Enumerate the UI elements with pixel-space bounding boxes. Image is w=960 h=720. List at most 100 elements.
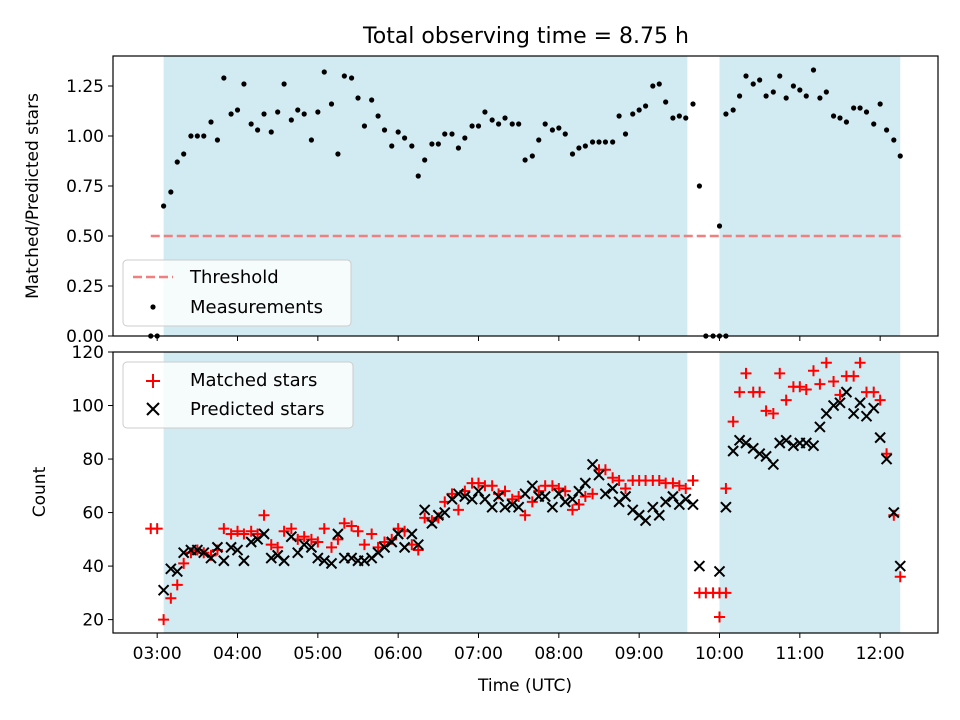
x-tick-label: 10:00	[695, 644, 744, 664]
x-tick-label: 12:00	[856, 644, 905, 664]
predicted-star-point	[586, 458, 599, 471]
y-tick-label: 1.00	[66, 127, 104, 147]
top-y-axis-label: Matched/Predicted stars	[23, 93, 43, 299]
bottom-axes-frame	[112, 351, 939, 634]
y-tick-label: 60	[82, 504, 104, 524]
measurement-point	[241, 81, 247, 87]
predicted-star-point	[432, 509, 445, 521]
predicted-star-point	[787, 439, 800, 452]
matched-star-point	[486, 480, 498, 492]
predicted-star-point	[647, 501, 659, 513]
predicted-star-point	[285, 530, 298, 543]
measurement-point	[750, 81, 756, 87]
measurement-point	[254, 127, 261, 133]
predicted-star-point	[653, 509, 665, 521]
measurement-point	[409, 143, 415, 149]
measurement-point	[596, 139, 602, 145]
predicted-star-point	[639, 514, 652, 527]
matched-star-point	[607, 472, 619, 484]
predicted-star-point	[667, 490, 679, 503]
observing-interval-2	[719, 352, 901, 633]
measurement-point	[770, 89, 776, 95]
matched-star-point	[760, 405, 772, 417]
predicted-star-point	[546, 501, 559, 513]
measurement-point	[837, 115, 843, 121]
measurement-point	[522, 157, 528, 163]
predicted-star-point	[539, 490, 551, 503]
measurement-point	[843, 119, 850, 125]
predicted-star-point	[774, 437, 786, 449]
measurement-point	[549, 127, 556, 133]
measurement-point	[402, 135, 408, 141]
predicted-star-point	[733, 434, 746, 447]
matched-star-point	[446, 488, 458, 500]
predicted-star-point	[720, 501, 732, 513]
measurement-point	[736, 93, 743, 99]
measurement-point	[301, 111, 307, 117]
predicted-star-point	[619, 490, 632, 503]
predicted-star-point	[292, 547, 304, 559]
predicted-star-point	[278, 555, 290, 567]
matched-star-point	[754, 386, 766, 398]
matched-star-point	[848, 370, 860, 382]
measurement-point	[489, 117, 495, 123]
predicted-star-point	[398, 541, 411, 554]
matched-star-point	[285, 523, 297, 535]
measurement-point	[730, 107, 736, 113]
measurement-point	[509, 121, 515, 127]
x-tick-label: 05:00	[293, 644, 342, 664]
matched-star-point	[533, 485, 545, 497]
measurement-point	[810, 67, 817, 73]
measurement-point	[435, 141, 441, 147]
measurement-point	[415, 173, 421, 179]
measurement-point	[475, 123, 482, 129]
measurement-point	[622, 131, 629, 137]
matched-star-point	[499, 485, 511, 497]
predicted-star-point	[499, 501, 511, 513]
matched-star-point	[667, 477, 679, 489]
predicted-star-point	[880, 453, 893, 465]
measurement-point	[897, 153, 903, 159]
predicted-star-point	[312, 552, 324, 564]
chart-title: Total observing time = 8.75 h	[362, 24, 689, 49]
measurement-point	[389, 143, 395, 149]
predicted-star-point	[177, 547, 190, 559]
measurement-point	[696, 183, 703, 189]
y-tick-label: 0.00	[66, 327, 104, 347]
matched-star-point	[828, 375, 840, 387]
y-tick-label: 1.25	[66, 77, 104, 97]
matched-star-point	[780, 394, 792, 406]
predicted-star-point	[406, 528, 418, 540]
measurement-point	[315, 109, 321, 115]
matched-star-point	[714, 611, 725, 623]
matched-star-point	[278, 525, 290, 537]
measurement-point	[783, 95, 789, 101]
matched-star-point	[165, 592, 177, 604]
x-tick-label: 04:00	[213, 644, 262, 664]
measurement-point	[716, 223, 723, 229]
y-tick-label: 40	[82, 557, 104, 577]
measurement-point	[630, 111, 636, 117]
y-tick-label: 0.25	[66, 277, 104, 297]
predicted-star-point	[593, 469, 605, 481]
measurements-legend-label: Measurements	[190, 297, 323, 318]
measurement-point	[328, 101, 335, 107]
predicted-legend-label: Predicted stars	[190, 399, 324, 420]
predicted-star-point	[606, 482, 619, 495]
measurement-point	[589, 139, 596, 145]
predicted-star-point	[740, 437, 752, 449]
predicted-star-point	[472, 485, 485, 497]
predicted-star-point	[553, 488, 565, 500]
measurement-point	[877, 101, 883, 107]
matched-star-point	[814, 378, 826, 390]
predicted-star-point	[238, 555, 250, 567]
predicted-star-point	[680, 493, 692, 505]
x-tick-label: 08:00	[534, 644, 583, 664]
measurements-legend-swatch	[150, 304, 156, 310]
matched-star-point	[553, 482, 565, 494]
predicted-star-point	[298, 538, 310, 551]
predicted-star-point	[854, 397, 866, 409]
matched-legend-label: Matched stars	[190, 370, 317, 391]
predicted-star-point	[345, 552, 358, 564]
